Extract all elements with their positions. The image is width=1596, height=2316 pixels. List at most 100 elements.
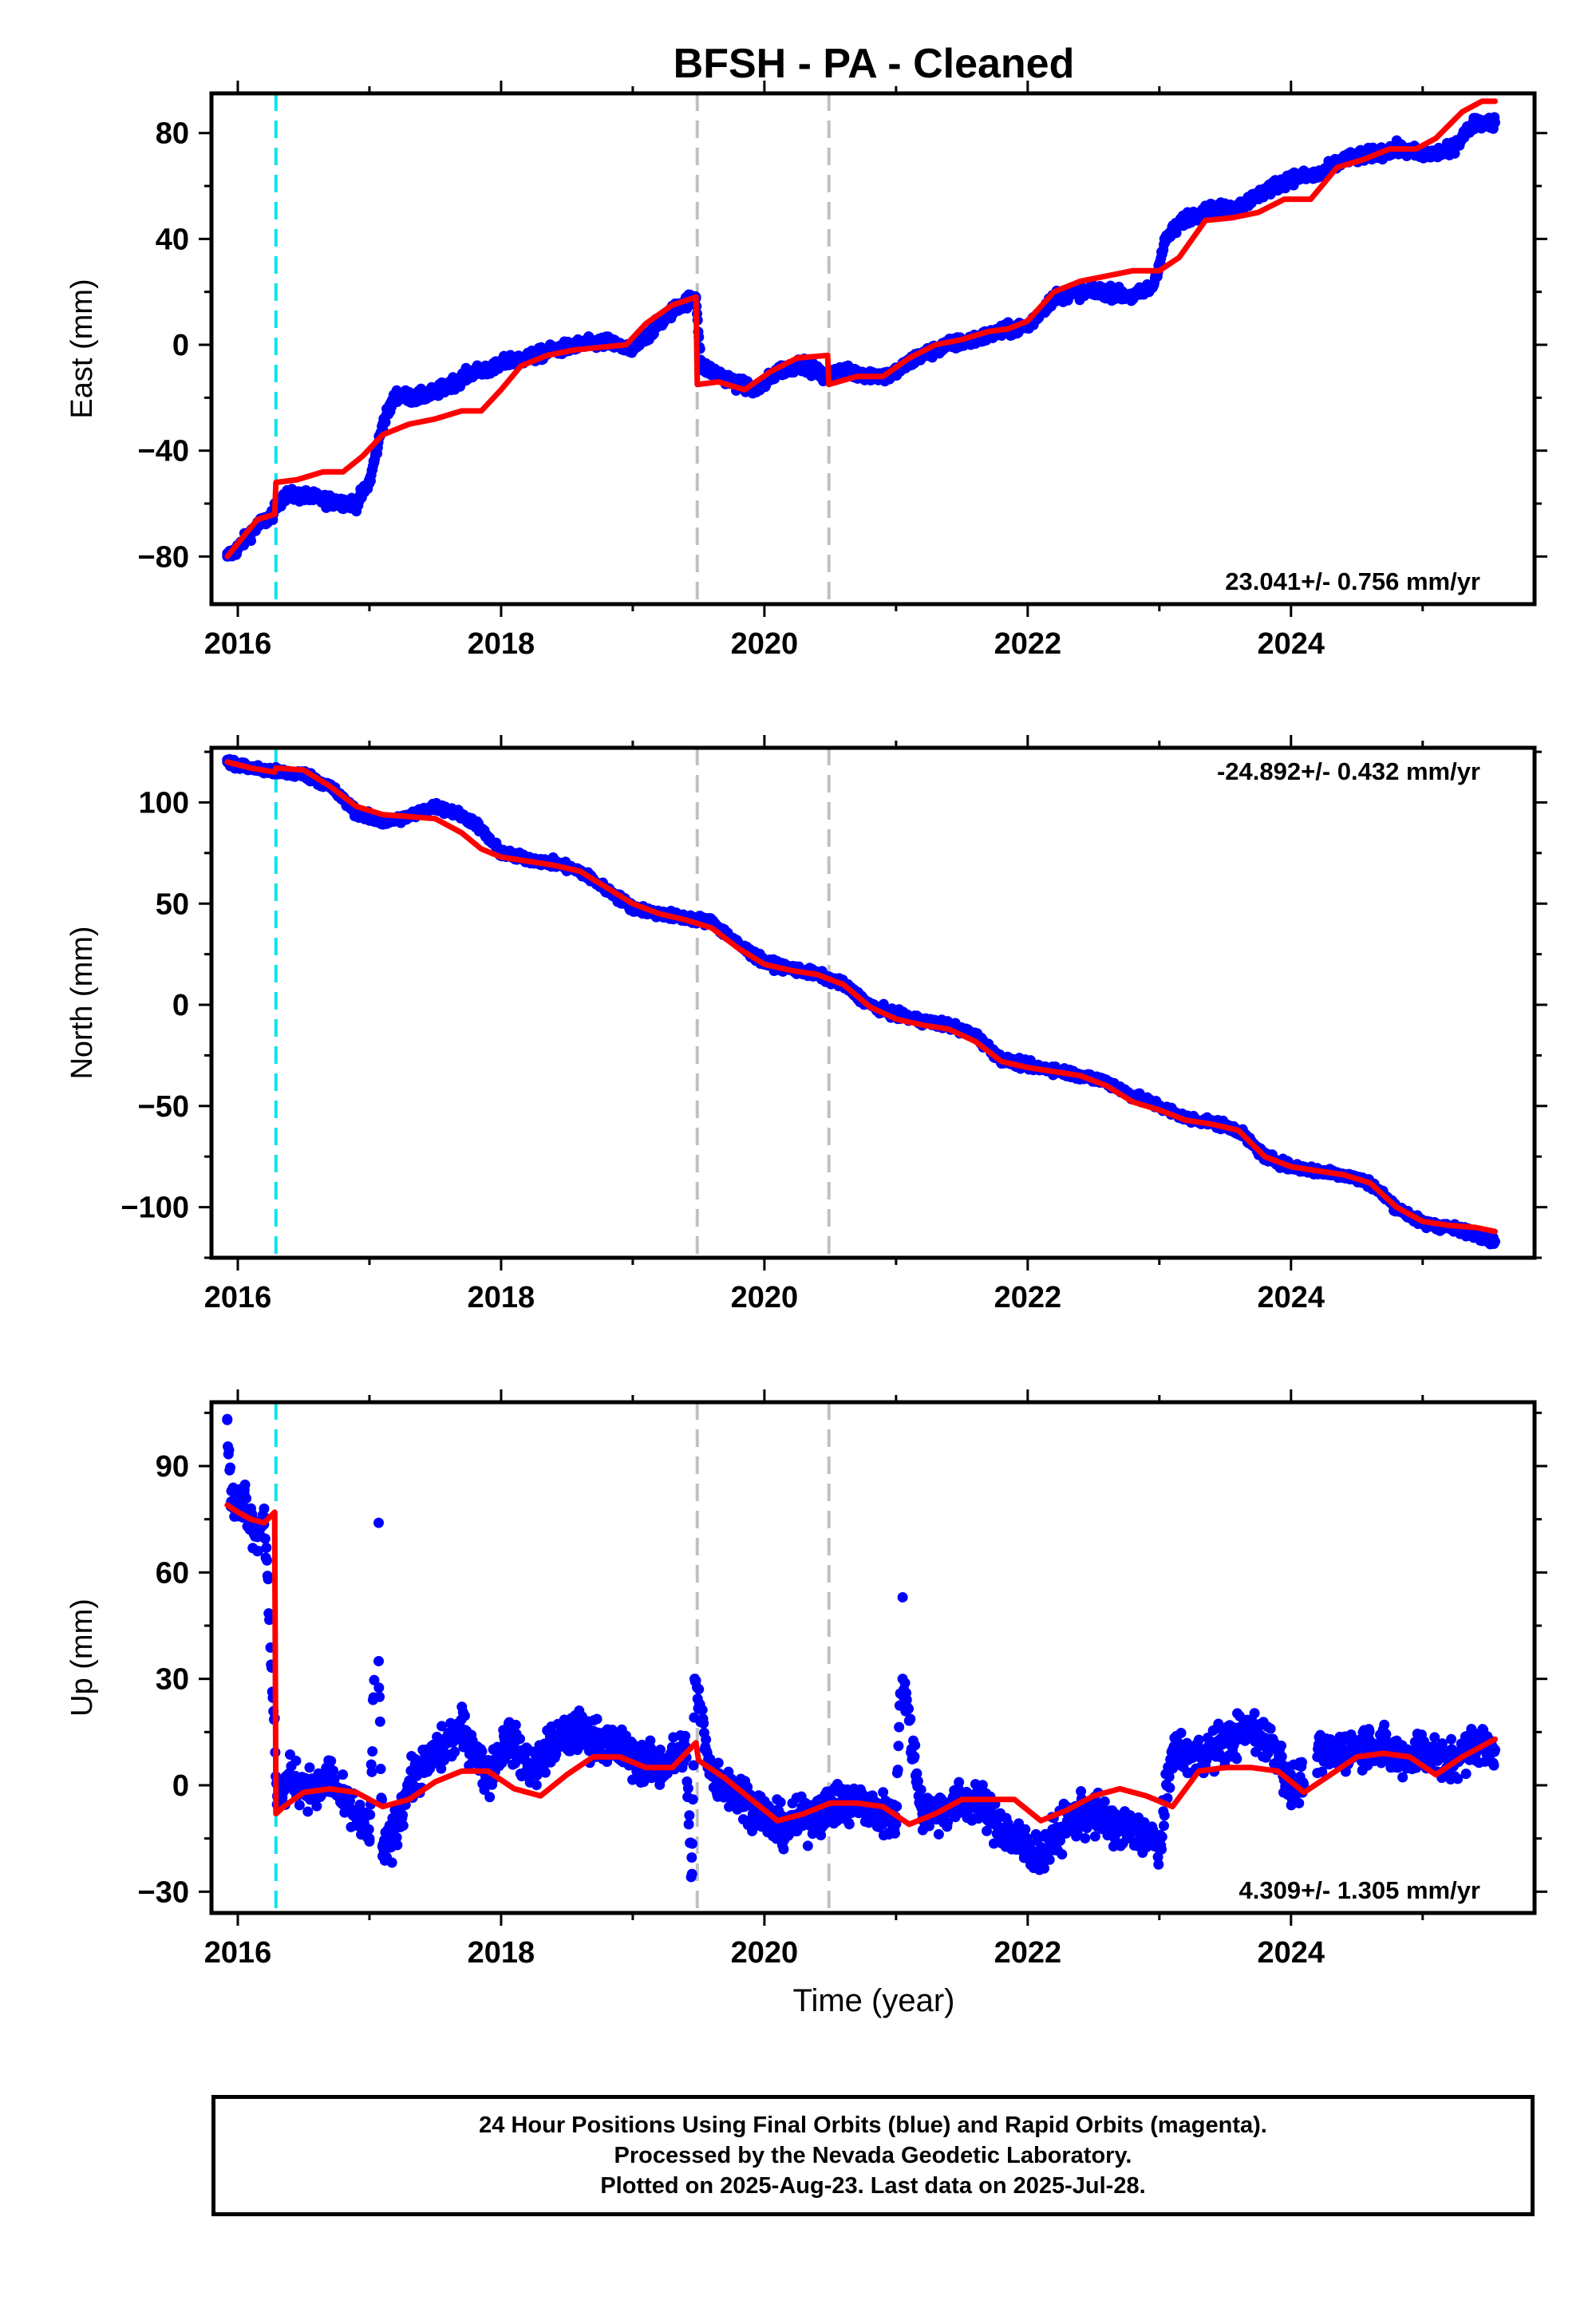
data-point (832, 366, 843, 377)
data-point (386, 1857, 397, 1868)
data-point (1417, 148, 1428, 160)
y-tick-label: 0 (172, 989, 189, 1022)
data-point (1207, 204, 1218, 215)
x-tick-label: 2022 (994, 1281, 1062, 1314)
data-point (363, 1824, 374, 1835)
x-tick-label: 2018 (468, 1281, 535, 1314)
y-tick-label: 100 (139, 786, 189, 820)
data-point (304, 1762, 315, 1773)
data-point (392, 1840, 403, 1851)
data-point (1180, 212, 1191, 223)
data-point (298, 490, 309, 501)
data-point (373, 1682, 385, 1694)
data-point (1259, 186, 1270, 197)
data-point (469, 817, 480, 828)
y-tick-label: 50 (156, 887, 189, 921)
x-tick-label: 2016 (204, 1281, 272, 1314)
data-point (377, 419, 388, 430)
panel-frame (209, 91, 1537, 607)
data-point (1286, 172, 1297, 184)
panel-frame (209, 745, 1537, 1260)
velocity-rate-label: 23.041+/- 0.756 mm/yr (1225, 567, 1480, 595)
data-point (367, 1746, 378, 1757)
data-point (391, 1832, 402, 1843)
data-point (1128, 291, 1139, 302)
data-point (262, 1555, 273, 1566)
x-tick-label: 2020 (731, 1281, 799, 1314)
data-point (225, 1462, 236, 1473)
y-axis-label: North (mm) (65, 926, 99, 1079)
data-point (239, 1479, 251, 1490)
data-point (1444, 146, 1455, 157)
data-point (1233, 202, 1244, 213)
data-point (223, 1445, 235, 1456)
data-point (1470, 1228, 1481, 1239)
data-point (364, 476, 375, 488)
position-points (222, 117, 1501, 562)
velocity-rate-label: -24.892+/- 0.432 mm/yr (1217, 757, 1480, 785)
data-point (397, 1809, 409, 1820)
data-point (369, 1674, 380, 1686)
data-point (436, 1763, 447, 1774)
data-point (429, 387, 440, 398)
data-point (429, 801, 440, 812)
y-tick-label: 80 (156, 117, 189, 151)
y-axis-label: East (mm) (65, 279, 99, 418)
data-point (1312, 170, 1323, 181)
x-tick-label: 2024 (1258, 1281, 1325, 1314)
data-point (1075, 287, 1086, 298)
plot-area (222, 1413, 1501, 1883)
figure-title: BFSH - PA - Cleaned (674, 41, 1075, 87)
panels-group: 2016 2018 2020 2022 2024 −80 −40 0 40 80 East (mm)… (65, 81, 1547, 1970)
data-point (1160, 233, 1171, 244)
y-tick-label: −80 (138, 540, 189, 574)
data-point (449, 807, 460, 818)
data-point (326, 1756, 337, 1767)
data-point (311, 1800, 322, 1812)
data-point (489, 363, 500, 374)
data-point (753, 384, 764, 395)
y-tick-label: 40 (156, 223, 189, 256)
data-point (449, 376, 460, 387)
data-point (1148, 281, 1159, 292)
x-tick-label: 2018 (468, 627, 535, 661)
y-tick-label: 0 (172, 329, 189, 362)
y-tick-label: −40 (138, 435, 189, 468)
model-fit-line (224, 759, 1498, 1235)
data-point (261, 1542, 272, 1553)
data-point (410, 392, 421, 403)
data-point (374, 1716, 385, 1727)
data-point (354, 1799, 365, 1810)
data-point (252, 1545, 263, 1556)
data-point (294, 1800, 305, 1811)
x-tick-label: 2022 (994, 627, 1062, 661)
data-point (366, 1766, 377, 1777)
data-point (377, 817, 388, 828)
data-point (302, 1806, 314, 1817)
data-point (290, 1755, 302, 1766)
data-point (338, 1769, 349, 1780)
panel-east: 2016 2018 2020 2022 2024 −80 −40 0 40 80 East (mm)… (65, 81, 1547, 661)
data-point (1490, 1236, 1501, 1247)
x-tick-label: 2024 (1258, 627, 1325, 661)
y-tick-label: −50 (138, 1090, 189, 1124)
data-point (350, 498, 361, 509)
daily-position-cloud (222, 112, 1500, 562)
x-tick-label: 2016 (204, 627, 272, 661)
data-point (449, 1746, 460, 1757)
data-point (375, 1764, 386, 1775)
x-tick-label: 2020 (731, 627, 799, 661)
data-point (469, 366, 480, 377)
daily-position-cloud (222, 1413, 1500, 1883)
data-point (324, 496, 335, 507)
data-point (713, 369, 724, 380)
data-point (1101, 287, 1112, 298)
data-point (484, 1792, 496, 1803)
data-point (627, 345, 638, 356)
data-point (365, 1809, 376, 1820)
data-point (365, 1759, 377, 1770)
data-point (798, 358, 809, 369)
data-point (279, 490, 290, 501)
